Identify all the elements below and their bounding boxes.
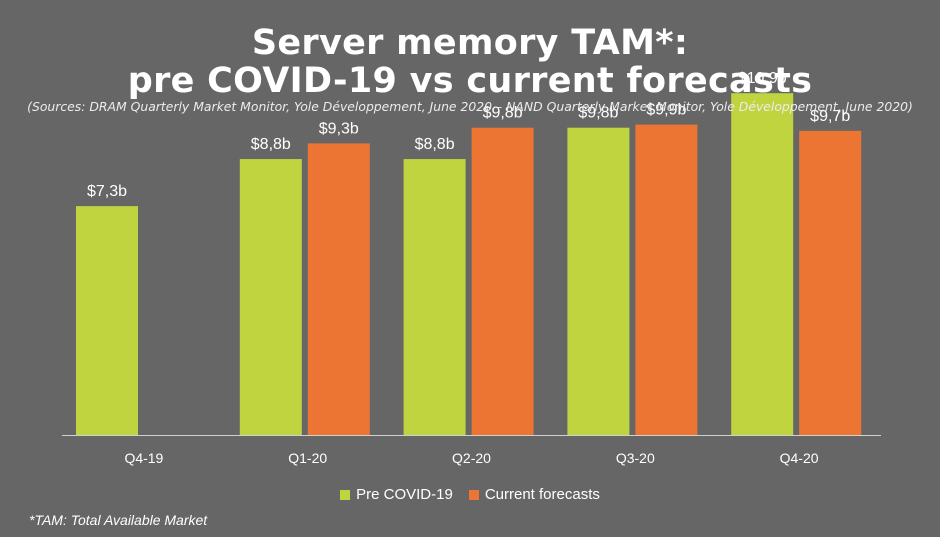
bar-pre-covid-q1-20	[239, 159, 302, 435]
legend-item-pre-covid: Pre COVID-19	[340, 486, 453, 503]
bar-pre-covid-q4-19	[76, 206, 138, 435]
data-label-pre-covid-q4-19: $7,3b	[87, 183, 127, 200]
chart-title-line-2: pre COVID-19 vs current forecasts	[127, 61, 813, 101]
x-tick-label-q1-20: Q1-20	[288, 450, 327, 466]
bar-pre-covid-q3-20	[567, 127, 630, 436]
bar-current-forecasts-q4-20	[799, 130, 862, 435]
data-label-pre-covid-q2-20: $8,8b	[415, 136, 455, 153]
x-tick-label-q3-20: Q3-20	[616, 450, 655, 466]
footnote: *TAM: Total Available Market	[29, 512, 208, 528]
data-label-pre-covid-q1-20: $8,8b	[251, 136, 291, 153]
legend-swatch-current-forecasts	[468, 489, 479, 500]
data-label-current-forecasts-q1-20: $9,3b	[319, 120, 359, 137]
bar-current-forecasts-q1-20	[307, 143, 370, 435]
legend-label-pre-covid: Pre COVID-19	[356, 486, 453, 503]
chart-area: $7,3b Q4-19 $8,8b $9,3b Q1-20 $8,8b $9,8b Q2-20…	[62, 70, 881, 466]
legend-item-current-forecasts: Current forecasts	[468, 486, 600, 503]
bar-current-forecasts-q3-20	[635, 124, 698, 436]
data-label-current-forecasts-q3-20: $9,9b	[646, 102, 686, 119]
data-label-current-forecasts-q2-20: $9,8b	[483, 105, 523, 122]
data-label-pre-covid-q4-20: $10,9b	[738, 70, 787, 87]
chart-title-line-1: Server memory TAM*:	[251, 23, 689, 63]
legend-label-current-forecasts: Current forecasts	[484, 486, 600, 503]
bar-pre-covid-q2-20	[403, 159, 466, 435]
chart-subtitle: (Sources: DRAM Quarterly Market Monitor,…	[27, 99, 913, 114]
legend-swatch-pre-covid	[340, 489, 351, 500]
x-tick-label-q4-19: Q4-19	[124, 450, 163, 466]
data-label-current-forecasts-q4-20: $9,7b	[810, 108, 850, 125]
bar-current-forecasts-q2-20	[471, 127, 534, 436]
data-label-pre-covid-q3-20: $9,8b	[578, 105, 618, 122]
x-tick-label-q4-20: Q4-20	[780, 450, 819, 466]
bar-pre-covid-q4-20	[731, 93, 794, 435]
x-tick-label-q2-20: Q2-20	[452, 450, 491, 466]
legend: Pre COVID-19 Current forecasts	[0, 486, 940, 503]
